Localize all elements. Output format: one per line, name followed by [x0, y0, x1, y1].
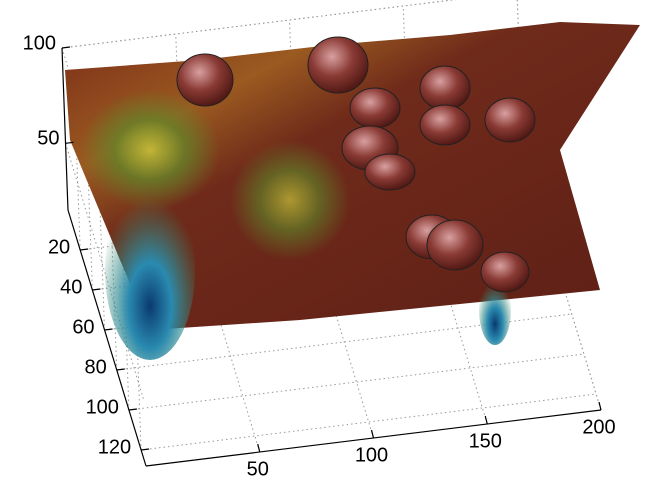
y-tick-label: 20	[48, 236, 70, 258]
pillar	[308, 37, 368, 93]
y-tick-label: 100	[86, 396, 119, 418]
surface-shade	[230, 140, 350, 260]
x-tick	[258, 444, 260, 452]
y-tick-label: 120	[98, 436, 131, 458]
x-tick	[485, 416, 487, 424]
pillar	[420, 105, 470, 145]
y-tick	[105, 329, 113, 330]
pillar	[427, 220, 483, 270]
grid-line	[141, 394, 596, 450]
y-tick	[117, 369, 125, 370]
y-tick-label: 60	[72, 316, 94, 338]
x-tick	[599, 402, 601, 410]
pillar	[481, 252, 529, 292]
pillar	[420, 66, 470, 110]
z-tick-label: 50	[37, 128, 59, 150]
z-tick-label: 100	[23, 32, 56, 54]
y-tick-label: 40	[60, 276, 82, 298]
surface-shade	[105, 180, 195, 360]
x-tick-label: 50	[247, 458, 269, 480]
y-tick-label: 80	[85, 356, 107, 378]
chart: 50 100 150 200 20 40 60 80 100 120 50 100	[0, 0, 666, 497]
x-tick-label: 150	[469, 430, 502, 452]
grid-line	[129, 354, 584, 410]
z-tick	[62, 47, 70, 48]
y-tick	[92, 289, 100, 290]
y-tick	[80, 249, 88, 250]
pillar	[365, 154, 415, 190]
surface	[65, 22, 640, 360]
y-tick	[129, 409, 137, 410]
y-tick	[141, 449, 149, 450]
x-tick-label: 100	[355, 444, 388, 466]
x-tick	[372, 430, 374, 438]
x-tick-label: 200	[582, 416, 615, 438]
pillar	[177, 54, 233, 106]
pillar	[485, 98, 535, 142]
pillar	[350, 88, 400, 128]
